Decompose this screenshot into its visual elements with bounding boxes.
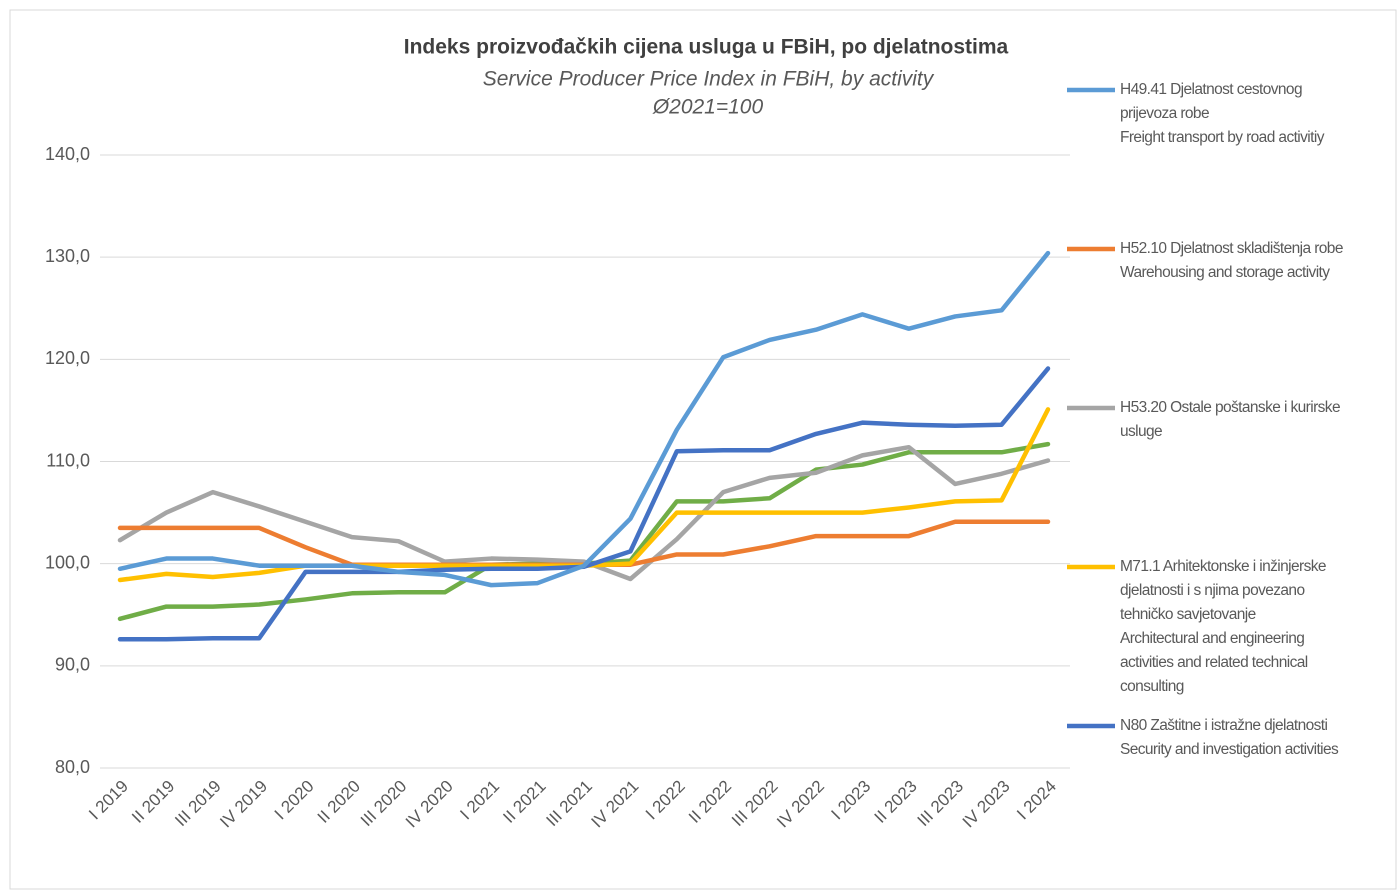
- series-line: [117, 250, 1051, 588]
- y-tick-label: 100,0: [45, 552, 90, 572]
- legend-label: H49.41 Djelatnost cestovnog prijevoza ro…: [1120, 81, 1324, 146]
- chart-subtitle: Service Producer Price Index in FBiH, by…: [483, 68, 935, 91]
- y-tick-label: 130,0: [45, 246, 90, 266]
- y-tick-label: 140,0: [45, 144, 90, 164]
- legend-label: M71.1 Arhitektonske i inžinjerske djelat…: [1120, 558, 1327, 695]
- y-tick-label: 80,0: [55, 757, 90, 777]
- series-line: [117, 444, 1051, 582]
- legend-label: H53.20 Ostale poštanske i kurirske uslug…: [1120, 399, 1341, 440]
- annotation: Ø2021=100: [652, 96, 764, 119]
- legend-label: H52.10 Djelatnost skladištenja robe Ware…: [1120, 240, 1343, 281]
- y-tick-label: 90,0: [55, 655, 90, 675]
- y-tick-label: 120,0: [45, 348, 90, 368]
- chart-title: Indeks proizvođačkih cijena usluga u FBi…: [404, 36, 1009, 59]
- legend-label: N80 Zaštitne i istražne djelatnosti Secu…: [1120, 717, 1339, 758]
- y-tick-label: 110,0: [46, 450, 90, 470]
